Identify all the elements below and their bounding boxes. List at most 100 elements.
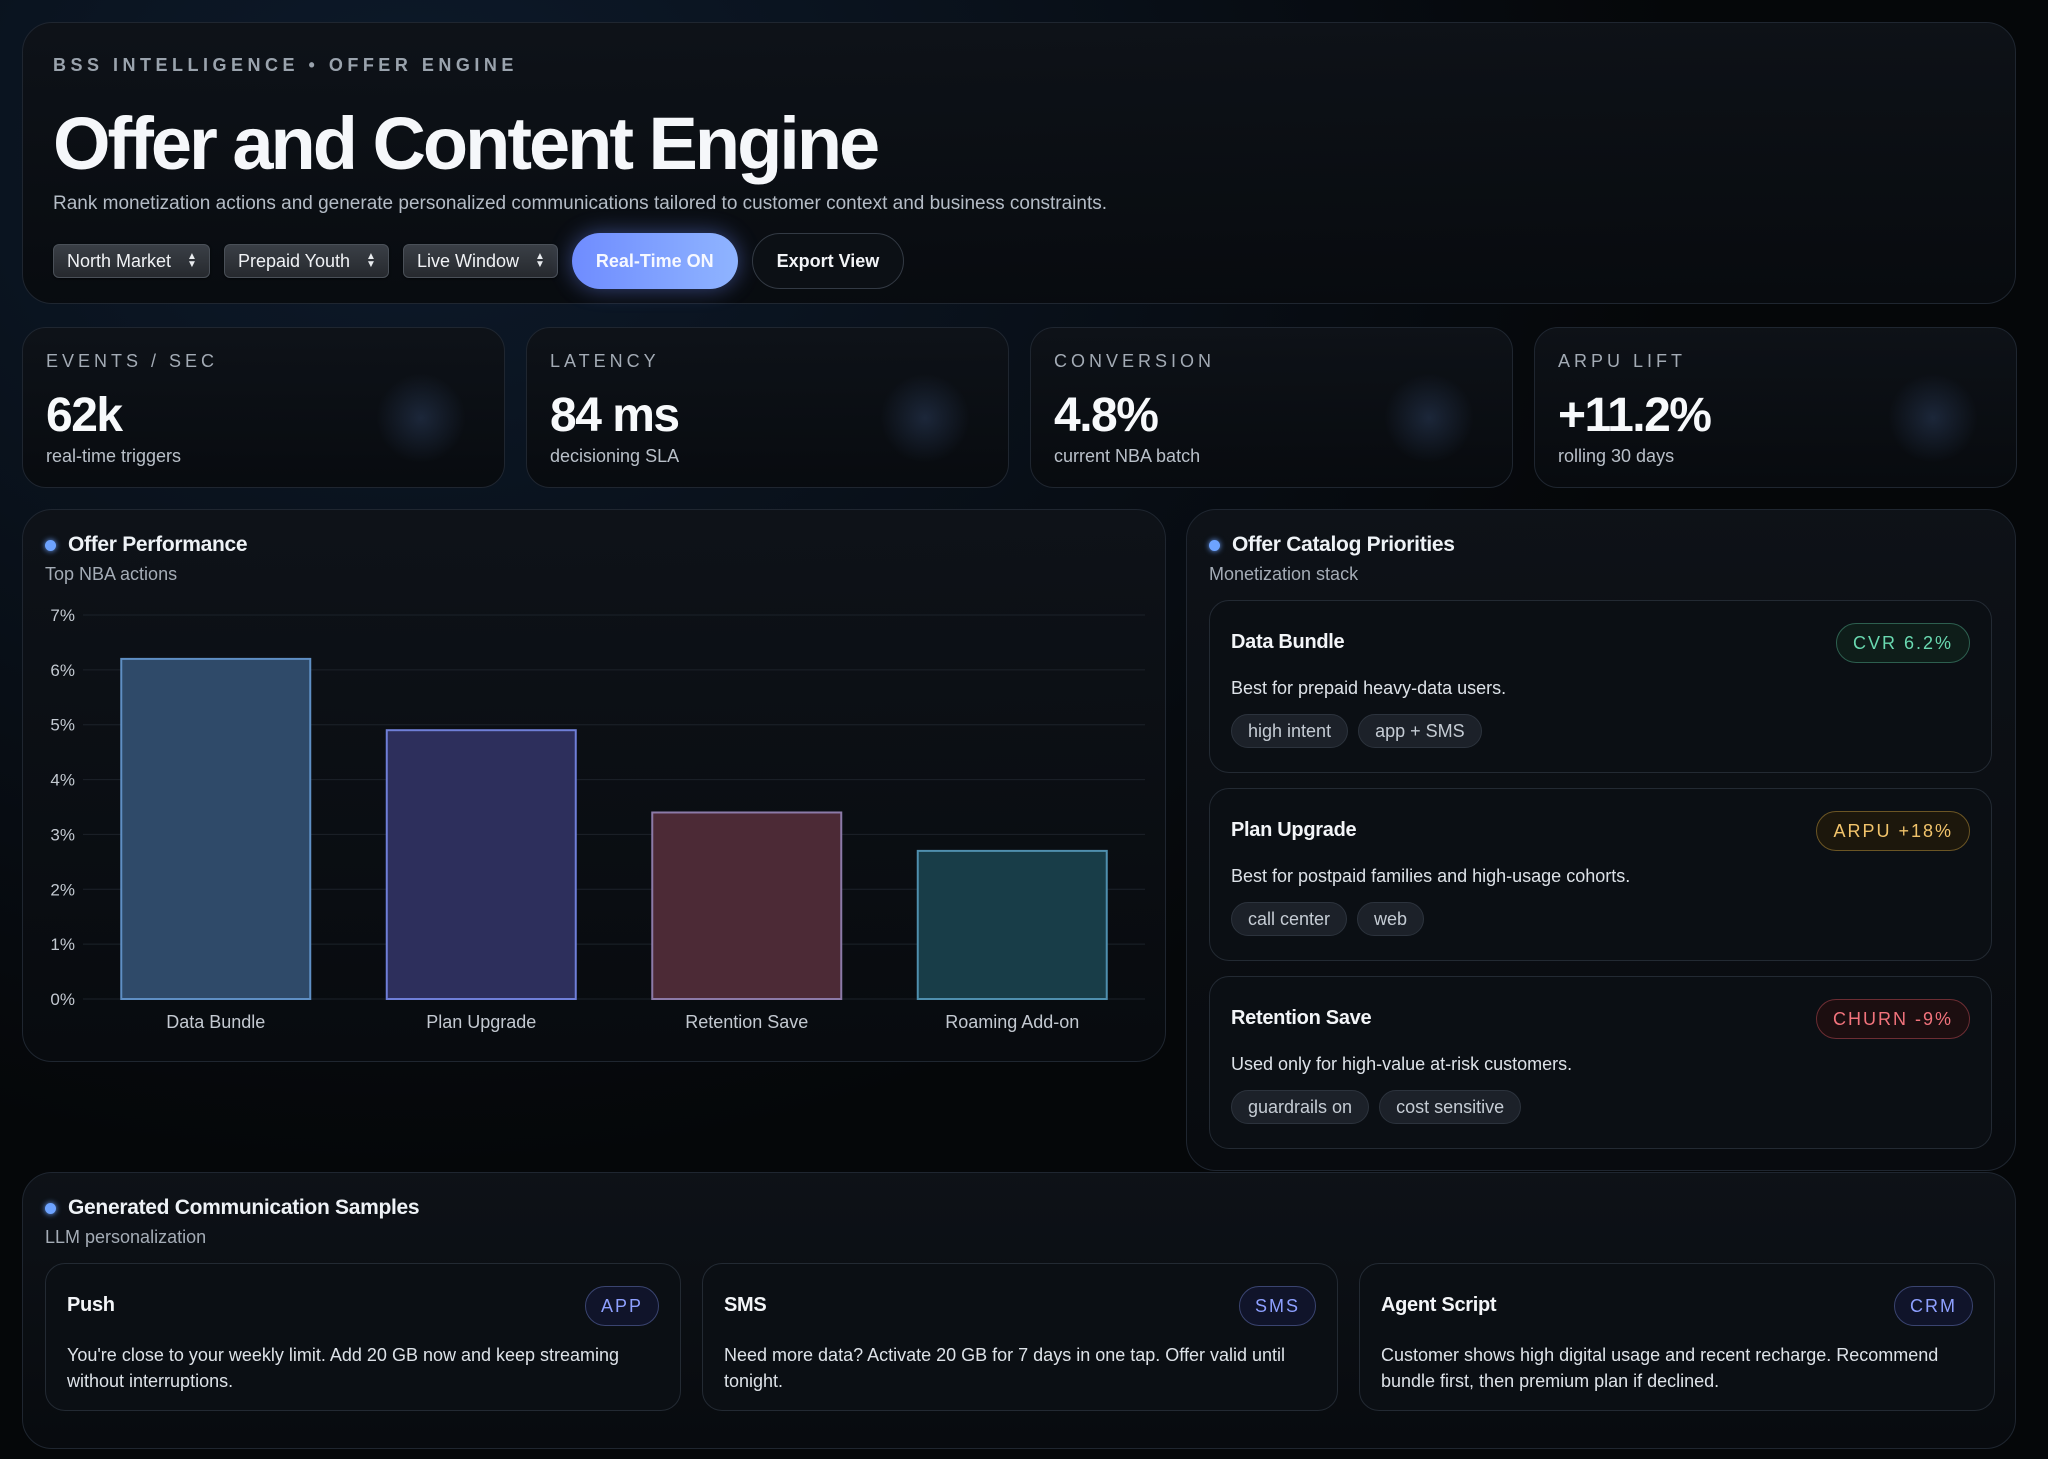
kpi-caption: real-time triggers bbox=[46, 446, 182, 466]
catalog-title-text: Offer Catalog Priorities bbox=[1232, 533, 1455, 556]
offer-tags: guardrails on cost sensitive bbox=[1231, 1090, 1522, 1124]
offer-name: Retention Save bbox=[1231, 1007, 1372, 1029]
communications-title: Generated Communication Samples bbox=[45, 1196, 420, 1220]
select-arrows-icon: ▲ ▼ bbox=[366, 251, 376, 270]
realtime-toggle-button[interactable]: Real-Time ON bbox=[571, 233, 738, 289]
offer-card-retention-save[interactable]: Retention Save CHURN -9% Used only for h… bbox=[1209, 976, 1992, 1149]
offer-name: Plan Upgrade bbox=[1231, 819, 1357, 841]
comm-card-agent-script[interactable]: Agent Script CRM Customer shows high dig… bbox=[1359, 1263, 1995, 1411]
segment-select-value: Prepaid Youth bbox=[237, 250, 351, 271]
kpi-value: +11.2% bbox=[1558, 389, 1712, 442]
offer-tag: app + SMS bbox=[1358, 714, 1482, 748]
y-tick-label: 0% bbox=[50, 990, 75, 1009]
kpi-card-latency: LATENCY 84 ms decisioning SLA bbox=[526, 327, 1009, 488]
comm-card-sms[interactable]: SMS SMS Need more data? Activate 20 GB f… bbox=[702, 1263, 1338, 1411]
offer-badge: ARPU +18% bbox=[1816, 811, 1970, 851]
y-tick-label: 5% bbox=[50, 716, 75, 735]
offer-description: Best for prepaid heavy-data users. bbox=[1231, 678, 1507, 698]
y-tick-label: 7% bbox=[50, 606, 75, 625]
kpi-label: CONVERSION bbox=[1054, 351, 1216, 371]
kpi-label: EVENTS / SEC bbox=[46, 351, 219, 371]
window-select-value: Live Window bbox=[416, 250, 519, 271]
offer-tag: cost sensitive bbox=[1379, 1090, 1522, 1124]
kpi-value: 4.8% bbox=[1054, 389, 1159, 442]
kpi-label: ARPU LIFT bbox=[1558, 351, 1687, 371]
select-arrows-icon: ▲ ▼ bbox=[187, 251, 197, 270]
communications-subtitle: LLM personalization bbox=[45, 1227, 207, 1247]
y-tick-label: 1% bbox=[50, 935, 75, 954]
kpi-card-conversion: CONVERSION 4.8% current NBA batch bbox=[1030, 327, 1513, 488]
comm-badge: APP bbox=[584, 1286, 659, 1326]
comm-badge: CRM bbox=[1894, 1286, 1973, 1326]
y-tick-label: 3% bbox=[50, 825, 75, 844]
y-tick-label: 2% bbox=[50, 880, 75, 899]
communications-title-text: Generated Communication Samples bbox=[68, 1196, 420, 1219]
kpi-glow bbox=[1888, 373, 1978, 463]
kpi-glow bbox=[880, 373, 970, 463]
market-select[interactable]: North Market ▲ ▼ bbox=[53, 244, 210, 278]
offer-description: Used only for high-value at-risk custome… bbox=[1231, 1054, 1573, 1074]
offer-performance-chart: 0% 1% 2% 3% 4% 5% 6% 7% Data Bundle Plan Upgrade R… bbox=[50, 606, 1145, 1032]
select-arrows-icon: ▲ ▼ bbox=[535, 251, 545, 270]
offer-tag: high intent bbox=[1231, 714, 1349, 748]
controls-bar: North Market ▲ ▼ Prepaid Youth ▲ ▼ Live Wi… bbox=[53, 223, 905, 299]
kpi-card-events: EVENTS / SEC 62k real-time triggers bbox=[22, 327, 505, 488]
x-tick-label: Data Bundle bbox=[166, 1012, 265, 1032]
bar-retention-save bbox=[651, 811, 843, 1000]
offer-card-data-bundle[interactable]: Data Bundle CVR 6.2% Best for prepaid he… bbox=[1209, 600, 1992, 773]
header-panel: BSS INTELLIGENCE • OFFER ENGINE Offer an… bbox=[22, 22, 2016, 304]
kpi-label: LATENCY bbox=[550, 351, 660, 371]
offer-performance-panel: Offer Performance Top NBA actions 0% 1% 2%… bbox=[22, 509, 1166, 1062]
bar-roaming-add-on bbox=[916, 849, 1108, 1000]
offer-name: Data Bundle bbox=[1231, 631, 1345, 653]
offer-tag: guardrails on bbox=[1231, 1090, 1370, 1124]
offer-catalog-panel: Offer Catalog Priorities Monetization st… bbox=[1186, 509, 2016, 1171]
section-dot-icon bbox=[45, 539, 56, 551]
window-select[interactable]: Live Window ▲ ▼ bbox=[402, 244, 558, 278]
catalog-title: Offer Catalog Priorities bbox=[1209, 533, 1455, 557]
export-view-button[interactable]: Export View bbox=[751, 233, 905, 289]
offer-tag: call center bbox=[1231, 902, 1348, 936]
offer-badge: CHURN -9% bbox=[1815, 999, 1970, 1039]
comm-text: Need more data? Activate 20 GB for 7 day… bbox=[724, 1345, 1285, 1391]
offer-tag: web bbox=[1357, 902, 1425, 936]
x-tick-label: Roaming Add-on bbox=[945, 1012, 1079, 1032]
comm-channel: SMS bbox=[724, 1294, 767, 1316]
y-tick-label: 4% bbox=[50, 771, 75, 790]
bar-plan-upgrade bbox=[385, 729, 577, 1000]
kpi-glow bbox=[1384, 373, 1474, 463]
market-select-value: North Market bbox=[67, 250, 172, 271]
kpi-value: 62k bbox=[46, 389, 123, 442]
offer-badge: CVR 6.2% bbox=[1835, 623, 1970, 663]
offer-performance-title: Offer Performance bbox=[45, 533, 248, 557]
comm-text: Customer shows high digital usage and re… bbox=[1381, 1345, 1939, 1391]
comm-channel: Push bbox=[67, 1294, 115, 1316]
kpi-caption: rolling 30 days bbox=[1558, 446, 1675, 466]
offer-description: Best for postpaid families and high-usag… bbox=[1231, 866, 1631, 886]
comm-card-push[interactable]: Push APP You're close to your weekly lim… bbox=[45, 1263, 681, 1411]
kpi-glow bbox=[376, 373, 466, 463]
bar-data-bundle bbox=[120, 657, 312, 1000]
offer-performance-subtitle: Top NBA actions bbox=[45, 564, 178, 584]
kpi-caption: decisioning SLA bbox=[550, 446, 680, 466]
eyebrow: BSS INTELLIGENCE • OFFER ENGINE bbox=[53, 55, 518, 75]
kpi-value: 84 ms bbox=[550, 389, 680, 442]
offer-tags: call center web bbox=[1231, 902, 1425, 936]
communication-samples-panel: Generated Communication Samples LLM pers… bbox=[22, 1172, 2016, 1449]
kpi-caption: current NBA batch bbox=[1054, 446, 1201, 466]
comm-channel: Agent Script bbox=[1381, 1294, 1497, 1316]
page-title: Offer and Content Engine bbox=[53, 102, 880, 185]
comm-text: You're close to your weekly limit. Add 2… bbox=[67, 1345, 620, 1391]
page-subtitle: Rank monetization actions and generate p… bbox=[53, 193, 1108, 214]
catalog-subtitle: Monetization stack bbox=[1209, 564, 1359, 584]
offer-performance-title-text: Offer Performance bbox=[68, 533, 248, 556]
y-tick-label: 6% bbox=[50, 661, 75, 680]
section-dot-icon bbox=[1209, 539, 1220, 551]
segment-select[interactable]: Prepaid Youth ▲ ▼ bbox=[223, 244, 389, 278]
offer-card-plan-upgrade[interactable]: Plan Upgrade ARPU +18% Best for postpaid… bbox=[1209, 788, 1992, 961]
kpi-card-arpu: ARPU LIFT +11.2% rolling 30 days bbox=[1534, 327, 2017, 488]
offer-tags: high intent app + SMS bbox=[1231, 714, 1482, 748]
comm-badge: SMS bbox=[1238, 1286, 1316, 1326]
section-dot-icon bbox=[45, 1202, 56, 1214]
x-tick-label: Plan Upgrade bbox=[426, 1012, 536, 1032]
